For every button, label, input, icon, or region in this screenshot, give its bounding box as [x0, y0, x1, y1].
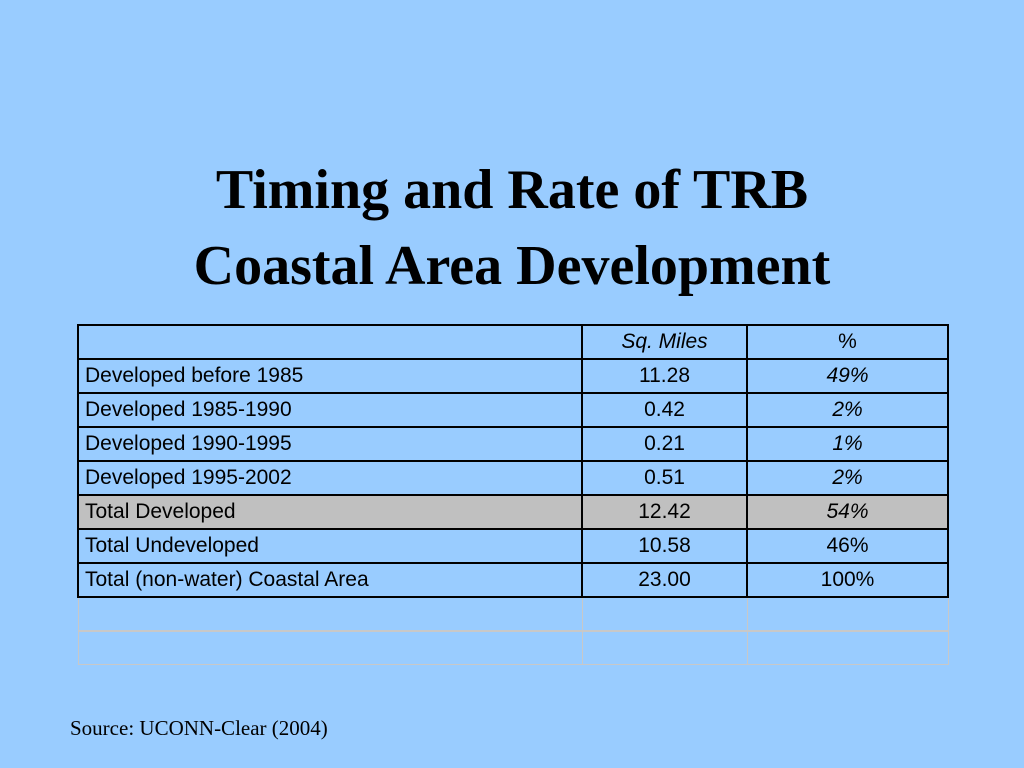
header-row: Sq. Miles %	[77, 324, 949, 360]
row-label: Developed 1985-1990	[77, 392, 583, 428]
table-row: Developed 1990-1995 0.21 1%	[77, 426, 949, 462]
row-sq-miles: 0.51	[581, 460, 748, 496]
table-row: Total (non-water) Coastal Area 23.00 100…	[77, 562, 949, 598]
row-percent: 100%	[746, 562, 949, 598]
row-percent: 49%	[746, 358, 949, 394]
row-label: Developed 1990-1995	[77, 426, 583, 462]
header-cell-percent: %	[746, 324, 949, 360]
row-label: Developed 1995-2002	[77, 460, 583, 496]
empty-cell	[746, 596, 949, 632]
empty-cell	[581, 630, 748, 665]
row-sq-miles: 11.28	[581, 358, 748, 394]
development-table: Sq. Miles % Developed before 1985 11.28 …	[77, 324, 949, 665]
empty-cell	[581, 596, 748, 632]
empty-cell	[77, 630, 583, 665]
empty-row	[77, 596, 949, 632]
row-sq-miles: 12.42	[581, 494, 748, 530]
row-percent: 46%	[746, 528, 949, 564]
row-percent: 54%	[746, 494, 949, 530]
header-cell-sq-miles: Sq. Miles	[581, 324, 748, 360]
table-row: Developed before 1985 11.28 49%	[77, 358, 949, 394]
row-percent: 2%	[746, 392, 949, 428]
slide-title: Timing and Rate of TRB Coastal Area Deve…	[0, 152, 1024, 304]
empty-row	[77, 630, 949, 665]
empty-cell	[746, 630, 949, 665]
table-row: Developed 1995-2002 0.51 2%	[77, 460, 949, 496]
row-percent: 1%	[746, 426, 949, 462]
title-line-2: Coastal Area Development	[193, 235, 831, 297]
row-sq-miles: 10.58	[581, 528, 748, 564]
row-sq-miles: 23.00	[581, 562, 748, 598]
row-label: Total Undeveloped	[77, 528, 583, 564]
empty-cell	[77, 596, 583, 632]
row-label: Total Developed	[77, 494, 583, 530]
row-label: Total (non-water) Coastal Area	[77, 562, 583, 598]
table-row: Total Undeveloped 10.58 46%	[77, 528, 949, 564]
source-note: Source: UCONN-Clear (2004)	[70, 716, 328, 740]
header-cell-label	[77, 324, 583, 360]
table-row: Developed 1985-1990 0.42 2%	[77, 392, 949, 428]
row-label: Developed before 1985	[77, 358, 583, 394]
table-row-total-developed: Total Developed 12.42 54%	[77, 494, 949, 530]
row-sq-miles: 0.21	[581, 426, 748, 462]
row-percent: 2%	[746, 460, 949, 496]
title-line-1: Timing and Rate of TRB	[215, 159, 809, 221]
row-sq-miles: 0.42	[581, 392, 748, 428]
